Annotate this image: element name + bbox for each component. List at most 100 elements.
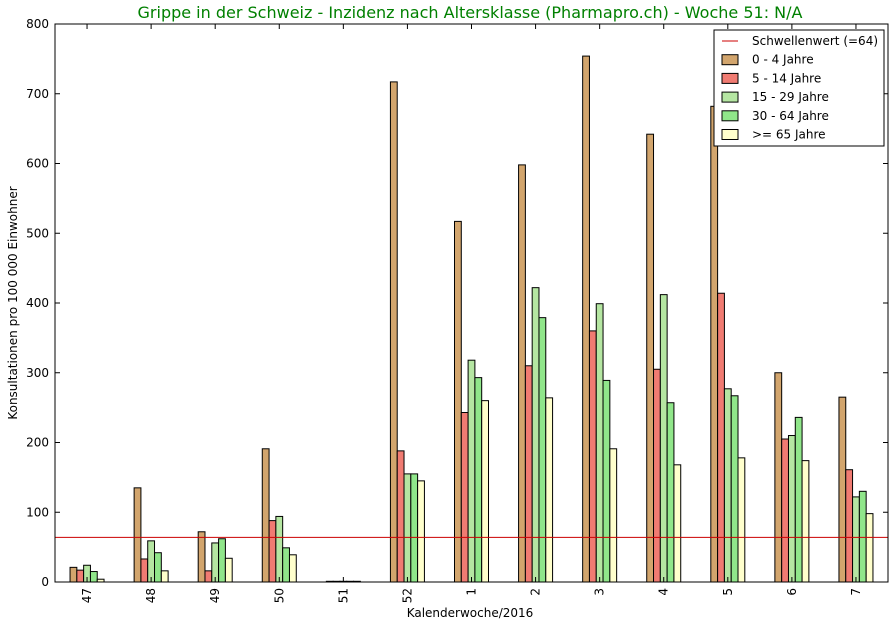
bar <box>838 396 847 583</box>
legend-label: 5 - 14 Jahre <box>752 71 821 85</box>
legend-threshold-label: Schwellenwert (=64) <box>752 34 878 48</box>
bars <box>69 55 874 583</box>
legend-label: >= 65 Jahre <box>752 128 826 142</box>
bar <box>858 490 867 583</box>
x-tick-label: 49 <box>208 588 222 603</box>
y-tick-label: 100 <box>26 505 49 519</box>
bar <box>224 557 233 583</box>
bar <box>481 400 490 583</box>
legend-items: Schwellenwert (=64) 0 - 4 Jahre 5 - 14 Jah… <box>721 34 878 142</box>
legend-swatch <box>721 72 739 84</box>
bar <box>794 416 803 583</box>
chart-title: Grippe in der Schweiz - Inzidenz nach Al… <box>138 3 803 22</box>
bar <box>147 540 156 583</box>
bar <box>288 554 297 583</box>
y-tick-label: 700 <box>26 87 49 101</box>
bar <box>852 496 860 583</box>
legend-swatch <box>721 54 739 66</box>
bar <box>524 365 533 583</box>
x-tick-label: 52 <box>400 588 414 603</box>
bar <box>133 487 142 583</box>
bar <box>403 473 412 583</box>
bar <box>588 330 597 583</box>
bar <box>268 520 277 583</box>
bar <box>666 402 675 583</box>
bar <box>518 164 526 583</box>
legend-label: 0 - 4 Jahre <box>752 53 814 67</box>
bar <box>389 81 398 583</box>
bar <box>282 547 290 583</box>
bar <box>474 377 483 583</box>
bar <box>737 457 746 583</box>
x-tick-label: 50 <box>272 588 286 603</box>
bar <box>204 570 213 583</box>
legend-swatch <box>721 110 739 122</box>
bar <box>774 372 783 583</box>
bar <box>646 133 655 583</box>
bar <box>218 538 226 583</box>
y-axis-label: Konsultationen pro 100 000 Einwohner <box>6 186 20 419</box>
x-tick-label: 48 <box>144 588 158 603</box>
y-tick-label: 500 <box>26 226 49 240</box>
bar <box>417 480 425 583</box>
bar <box>723 388 732 583</box>
y-tick-label: 300 <box>26 366 49 380</box>
bar <box>595 303 604 583</box>
legend: Schwellenwert (=64) 0 - 4 Jahre 5 - 14 Jah… <box>713 29 885 147</box>
bar <box>261 448 270 583</box>
y-tick-label: 800 <box>26 17 49 31</box>
bar <box>801 460 810 583</box>
x-tick-label: 4 <box>657 588 671 596</box>
legend-box <box>713 29 885 147</box>
x-tick-label: 51 <box>336 588 350 603</box>
bar <box>460 412 469 583</box>
bar <box>602 379 611 583</box>
bar <box>410 473 419 583</box>
x-axis: 47 48 49 50 51 52 1 2 3 4 5 6 7 <box>80 24 863 603</box>
legend-swatch <box>721 91 739 103</box>
bar <box>211 542 220 583</box>
bar <box>154 552 162 583</box>
y-tick-label: 200 <box>26 436 49 450</box>
legend-label: 15 - 29 Jahre <box>752 90 829 104</box>
x-tick-label: 1 <box>465 588 479 596</box>
x-tick-label: 7 <box>849 588 863 596</box>
bar <box>160 570 169 583</box>
bar <box>396 450 405 583</box>
bar <box>454 220 462 583</box>
bar <box>89 571 98 583</box>
bar <box>673 464 682 583</box>
bar <box>538 317 547 583</box>
bar <box>865 513 874 583</box>
x-tick-label: 5 <box>721 588 735 596</box>
bar <box>69 566 78 583</box>
y-tick-label: 400 <box>26 296 49 310</box>
y-axis: 0 100 200 300 400 500 600 700 800 <box>26 17 888 589</box>
bar <box>76 569 85 583</box>
bar <box>275 515 284 583</box>
bar <box>582 55 590 583</box>
y-tick-label: 0 <box>41 575 49 589</box>
x-tick-label: 47 <box>80 588 94 603</box>
bar <box>781 438 789 583</box>
bar <box>845 469 854 583</box>
bar <box>467 359 476 583</box>
bar <box>787 435 796 583</box>
bar <box>730 395 739 583</box>
bar <box>653 368 661 583</box>
legend-label: 30 - 64 Jahre <box>752 109 829 123</box>
x-tick-label: 6 <box>785 588 799 596</box>
bar <box>197 531 206 583</box>
legend-swatch <box>721 129 739 140</box>
bar <box>717 292 725 583</box>
bar <box>609 448 618 583</box>
x-axis-label: Kalenderwoche/2016 <box>407 606 534 620</box>
bar <box>659 294 668 583</box>
x-tick-label: 2 <box>529 588 543 596</box>
x-tick-label: 3 <box>593 588 607 596</box>
bar <box>140 558 149 583</box>
bar <box>710 105 719 583</box>
bar <box>545 397 554 583</box>
y-tick-label: 600 <box>26 157 49 171</box>
